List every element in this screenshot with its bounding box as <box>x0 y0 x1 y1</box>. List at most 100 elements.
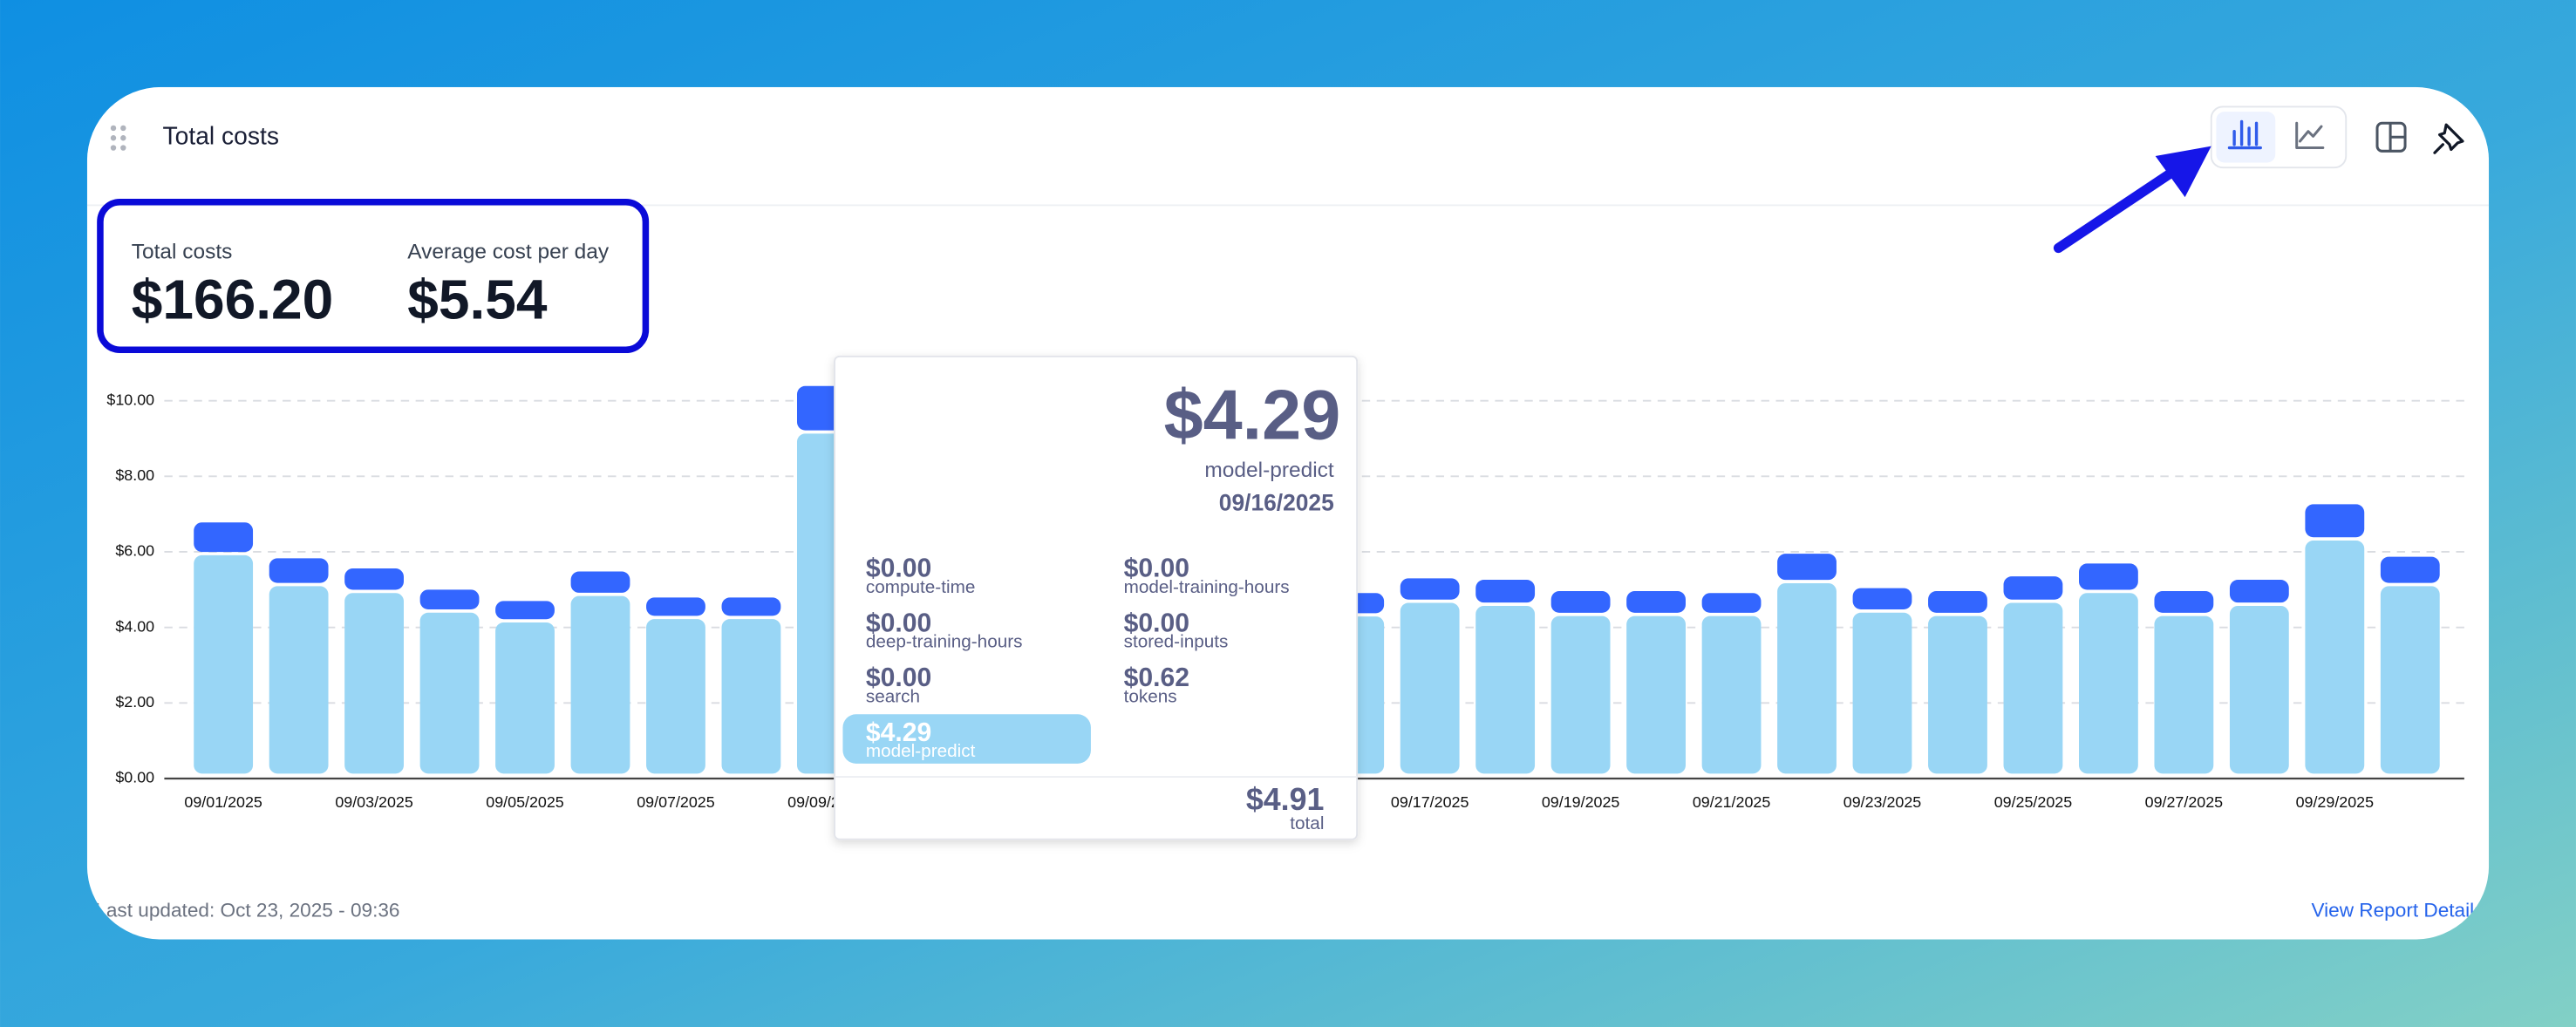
bar-segment <box>1852 612 1912 774</box>
line-view-button[interactable] <box>2295 121 2325 150</box>
bar-icon <box>2227 119 2262 150</box>
bar-segment <box>194 522 254 553</box>
stat-value: $166.20 <box>132 268 334 330</box>
x-tick-label: 09/07/2025 <box>637 793 715 811</box>
bar-segment <box>194 554 254 774</box>
y-tick-label: $2.00 <box>115 693 154 711</box>
y-tick-label: $10.00 <box>106 391 154 408</box>
tooltip-item-highlight <box>842 714 1091 764</box>
annotation-arrow <box>2053 146 2211 254</box>
bar-segment <box>2380 586 2440 774</box>
tooltip-item-name: search <box>866 686 920 706</box>
tooltip-item-name: deep-training-hours <box>866 632 1023 652</box>
bar-segment <box>1852 588 1912 609</box>
card-title: Total costs <box>163 122 279 150</box>
bar-segment <box>721 597 781 616</box>
bar-segment <box>269 586 329 774</box>
bar-segment <box>1400 602 1460 774</box>
bar-segment <box>2003 602 2063 774</box>
x-tick-label: 09/01/2025 <box>184 793 262 811</box>
stats: Total costs $166.20 Average cost per day $5… <box>132 241 610 331</box>
tooltip-item-value: $0.00 <box>1124 554 1189 583</box>
pin-button[interactable] <box>2433 123 2464 154</box>
layout-button[interactable] <box>2375 121 2407 153</box>
tooltip-date: 09/16/2025 <box>1219 489 1334 515</box>
bar-segment <box>344 568 404 590</box>
tooltip: $4.29model-predict09/16/2025$0.00compute… <box>834 355 1359 840</box>
tooltip-item-name: tokens <box>1124 686 1177 706</box>
bar-segment <box>269 558 329 583</box>
bar-segment <box>1626 616 1686 774</box>
x-tick-label: 09/27/2025 <box>2145 793 2224 811</box>
tooltip-item-value: $0.00 <box>866 609 931 637</box>
bar-segment <box>2154 591 2214 613</box>
x-tick-label: 09/17/2025 <box>1391 793 1469 811</box>
bar-segment <box>2003 576 2063 600</box>
card: Total costs Total costs $166.20 Average co… <box>86 86 2490 940</box>
view-report-link[interactable]: View Report Details <box>2311 900 2484 922</box>
tooltip-item-value: $0.00 <box>1124 609 1189 637</box>
bar-segment <box>1626 591 1686 613</box>
tooltip-item-name: stored-inputs <box>1124 632 1229 652</box>
bar-segment <box>1550 591 1611 613</box>
bar-segment <box>1475 605 1536 774</box>
tooltip-item-value: $0.62 <box>1124 663 1189 692</box>
bar-segment <box>721 619 781 774</box>
y-tick-label: $4.00 <box>115 617 154 635</box>
chart: $0.00 $2.00 $4.00 $6.00 $8.00 $10.00 09/01/202… <box>106 385 2464 811</box>
x-tick-label: 09/05/2025 <box>486 793 564 811</box>
y-tick-label: $0.00 <box>115 769 154 786</box>
bar-segment <box>2079 593 2138 774</box>
x-tick-label: 09/21/2025 <box>1693 793 1771 811</box>
bar-segment <box>1777 554 1837 581</box>
bar-segment <box>2229 605 2289 774</box>
tooltip-amount: $4.29 <box>1164 377 1341 455</box>
bar-segment <box>2305 504 2365 538</box>
bar-segment <box>495 601 555 620</box>
tooltip-item-name: model-training-hours <box>1124 577 1290 597</box>
tooltip-item-value: $0.00 <box>866 663 931 692</box>
bar-segment <box>495 622 555 774</box>
bar-segment <box>1777 582 1837 774</box>
bar-segment <box>2079 563 2138 590</box>
tooltip-item-value: $0.00 <box>866 554 931 583</box>
stat-label: Average cost per day <box>407 241 610 264</box>
bar-segment <box>2229 580 2289 603</box>
last-updated: Last updated: Oct 23, 2025 - 09:36 <box>95 900 399 922</box>
x-tick-label: 09/25/2025 <box>1994 793 2073 811</box>
y-tick-label: $8.00 <box>115 466 154 484</box>
tooltip-series: model-predict <box>1204 459 1334 482</box>
x-tick-label: 09/19/2025 <box>1542 793 1620 811</box>
bar-segment <box>570 595 630 774</box>
bar-segment <box>344 593 404 774</box>
bar-view-button[interactable] <box>2216 112 2276 163</box>
bar-segment <box>2154 616 2214 774</box>
x-tick-label: 09/23/2025 <box>1843 793 1922 811</box>
bar-segment <box>2305 540 2365 774</box>
x-tick-label: 09/03/2025 <box>335 793 413 811</box>
x-tick-label: 09/29/2025 <box>2296 793 2375 811</box>
tooltip-item-name: compute-time <box>866 577 976 597</box>
bar-segment <box>419 612 480 774</box>
stat-label: Total costs <box>132 241 233 264</box>
stat-value: $5.54 <box>407 268 548 330</box>
drag-handle[interactable] <box>110 125 126 151</box>
bar-segment <box>419 589 480 609</box>
bar-segment <box>1550 616 1611 774</box>
bar-segment <box>646 597 705 616</box>
bar-segment <box>570 571 630 593</box>
bar-segment <box>1701 593 1762 613</box>
y-tick-label: $6.00 <box>115 542 154 560</box>
tooltip-item-value: $4.29 <box>866 718 931 747</box>
bar-segment <box>1701 616 1762 774</box>
bar-segment <box>1400 578 1460 600</box>
tooltip-item-name: model-predict <box>866 741 976 761</box>
bar-segment <box>1928 591 1987 613</box>
bar-segment <box>1475 580 1536 603</box>
tooltip-total-label: total <box>1290 813 1324 833</box>
bar-segment <box>646 619 705 774</box>
stats-highlight <box>97 198 650 354</box>
bar-segment <box>2380 556 2440 583</box>
